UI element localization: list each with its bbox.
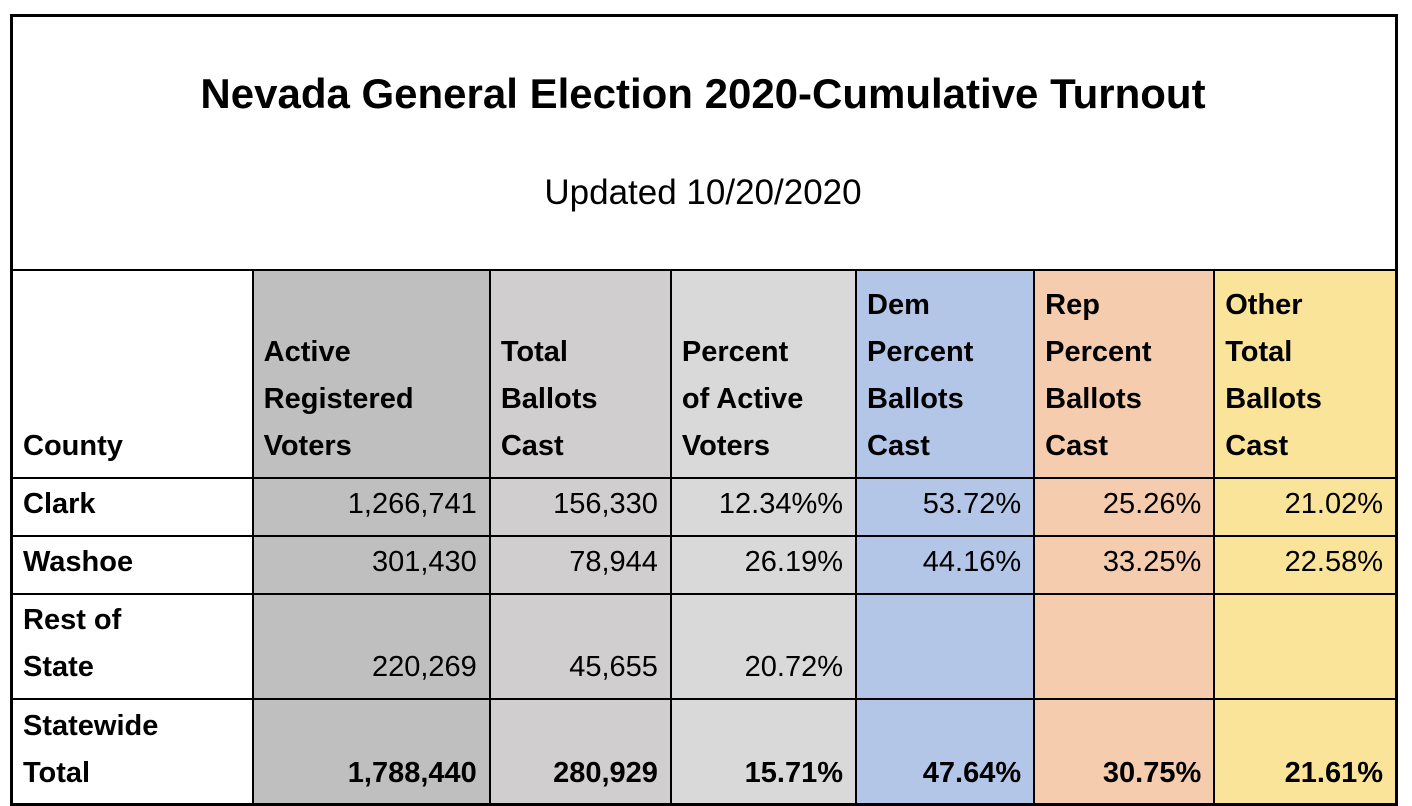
turnout-table: Nevada General Election 2020-Cumulative …	[10, 14, 1398, 806]
col-header-total-ballots-cast: Total Ballots Cast	[488, 269, 672, 480]
clark-rep-percent: 25.26%	[1033, 477, 1216, 538]
county-cell-statewide-total: Statewide Total	[10, 697, 254, 806]
rest-rep-percent	[1033, 593, 1216, 700]
county-cell-clark: Clark	[10, 477, 254, 538]
washoe-rep-percent: 33.25%	[1033, 535, 1216, 596]
updated-date: Updated 10/20/2020	[544, 172, 862, 212]
washoe-total-ballots: 78,944	[488, 535, 672, 596]
rest-total-ballots: 45,655	[488, 593, 672, 700]
title-row: Nevada General Election 2020-Cumulative …	[10, 14, 1398, 272]
clark-percent-active: 12.34%%	[669, 477, 858, 538]
col-header-other-total-ballots-cast: Other Total Ballots Cast	[1213, 269, 1398, 480]
statewide-rep-percent: 30.75%	[1033, 697, 1216, 806]
statewide-active-registered: 1,788,440	[251, 697, 491, 806]
statewide-percent-active: 15.71%	[669, 697, 858, 806]
clark-active-registered: 1,266,741	[251, 477, 491, 538]
statewide-other-percent: 21.61%	[1213, 697, 1398, 806]
table-row-clark: Clark 1,266,741 156,330 12.34%% 53.72% 2…	[10, 477, 1398, 538]
clark-dem-percent: 53.72%	[855, 477, 1036, 538]
table-row-washoe: Washoe 301,430 78,944 26.19% 44.16% 33.2…	[10, 535, 1398, 596]
washoe-other-percent: 22.58%	[1213, 535, 1398, 596]
rest-active-registered: 220,269	[251, 593, 491, 700]
rest-other-percent	[1213, 593, 1398, 700]
header-row: County Active Registered Voters Total Ba…	[10, 269, 1398, 480]
col-header-percent-of-active-voters: Percent of Active Voters	[669, 269, 858, 480]
turnout-table-sheet: Nevada General Election 2020-Cumulative …	[10, 14, 1398, 806]
rest-dem-percent	[855, 593, 1036, 700]
washoe-percent-active: 26.19%	[669, 535, 858, 596]
table-row-rest-of-state: Rest of State 220,269 45,655 20.72%	[10, 593, 1398, 700]
washoe-active-registered: 301,430	[251, 535, 491, 596]
col-header-active-registered-voters: Active Registered Voters	[251, 269, 491, 480]
county-cell-rest-of-state: Rest of State	[10, 593, 254, 700]
county-cell-washoe: Washoe	[10, 535, 254, 596]
clark-total-ballots: 156,330	[488, 477, 672, 538]
col-header-rep-percent-ballots-cast: Rep Percent Ballots Cast	[1033, 269, 1216, 480]
page-title: Nevada General Election 2020-Cumulative …	[200, 69, 1206, 117]
statewide-total-ballots: 280,929	[488, 697, 672, 806]
title-cell: Nevada General Election 2020-Cumulative …	[10, 14, 1398, 272]
col-header-county: County	[10, 269, 254, 480]
washoe-dem-percent: 44.16%	[855, 535, 1036, 596]
col-header-dem-percent-ballots-cast: Dem Percent Ballots Cast	[855, 269, 1036, 480]
table-row-statewide-total: Statewide Total 1,788,440 280,929 15.71%…	[10, 697, 1398, 806]
statewide-dem-percent: 47.64%	[855, 697, 1036, 806]
clark-other-percent: 21.02%	[1213, 477, 1398, 538]
rest-percent-active: 20.72%	[669, 593, 858, 700]
